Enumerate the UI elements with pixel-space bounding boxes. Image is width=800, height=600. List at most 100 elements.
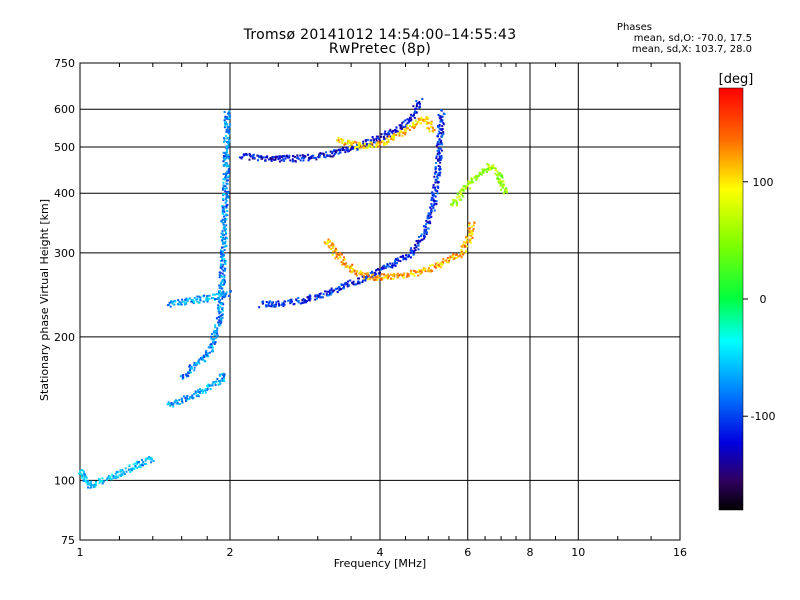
echo-point [89, 486, 92, 489]
echo-point [148, 456, 151, 459]
echo-point [262, 156, 265, 159]
echo-point [432, 207, 435, 210]
echo-point [458, 195, 461, 198]
echo-point [203, 294, 206, 297]
echo-point [439, 263, 442, 266]
echo-point [289, 159, 292, 162]
echo-point [316, 297, 318, 300]
echo-point [419, 240, 422, 243]
echo-point [283, 159, 286, 162]
echo-point [246, 153, 249, 156]
echo-point [358, 271, 361, 274]
echo-point [207, 346, 210, 349]
echo-point [211, 338, 214, 341]
echo-point [354, 147, 356, 150]
echo-point [220, 253, 223, 256]
echo-point [431, 196, 434, 199]
echo-point [194, 390, 197, 393]
echo-point [225, 172, 227, 175]
echo-point [307, 299, 310, 302]
echo-point [196, 394, 199, 396]
echo-point [367, 143, 370, 146]
echo-point [432, 186, 435, 189]
echo-point [224, 213, 227, 216]
echo-point [261, 300, 264, 303]
echo-point [200, 358, 203, 361]
echo-point [336, 253, 339, 256]
echo-point [217, 297, 219, 300]
echo-point [199, 387, 202, 390]
echo-point [189, 367, 192, 370]
echo-point [268, 301, 271, 304]
echo-point [462, 189, 465, 192]
echo-point [265, 305, 268, 308]
echo-point [419, 270, 422, 273]
echo-point [416, 102, 419, 105]
echo-point [214, 341, 217, 344]
echo-point [319, 152, 322, 155]
echo-point [467, 183, 469, 185]
echo-point [226, 210, 229, 212]
echo-point [456, 204, 458, 207]
echo-point [425, 117, 428, 120]
echo-point [383, 276, 386, 279]
echo-point [430, 199, 433, 201]
echo-point [83, 471, 85, 474]
echo-point [418, 102, 421, 105]
echo-point [410, 272, 413, 275]
echo-point [410, 256, 412, 259]
echo-point [430, 120, 433, 123]
echo-point [223, 380, 226, 382]
echo-point [223, 373, 226, 376]
echo-point [332, 250, 335, 253]
chart-title: Tromsø 20141012 14:54:00–14:55:43 [243, 27, 517, 43]
echo-point [475, 175, 478, 178]
colorbar-ticks: 100 0 -100 [743, 176, 775, 423]
echo-point [392, 129, 394, 132]
echo-point [224, 155, 227, 158]
echo-point [427, 122, 430, 125]
echo-point [473, 176, 476, 179]
echo-point [223, 215, 225, 218]
echo-point [224, 294, 227, 297]
echo-point [327, 238, 330, 241]
trace [167, 290, 232, 308]
echo-point [303, 154, 306, 157]
echo-point [462, 190, 465, 193]
echo-point [397, 272, 400, 275]
echo-point [270, 159, 273, 162]
echo-point [468, 223, 471, 226]
echo-point [415, 246, 418, 249]
echo-point [228, 131, 231, 134]
echo-point [226, 137, 229, 140]
echo-point [500, 173, 503, 176]
echo-point [333, 149, 336, 152]
echo-point [222, 313, 224, 316]
echo-point [185, 399, 187, 402]
echo-point [387, 138, 390, 141]
echo-point [186, 397, 189, 400]
echo-point [228, 130, 231, 132]
echo-point [392, 139, 395, 141]
echo-point [377, 268, 380, 271]
echo-point [114, 472, 117, 475]
echo-point [284, 300, 287, 303]
echo-point [328, 290, 331, 293]
echo-point [329, 293, 332, 296]
echo-point [349, 148, 352, 151]
echo-point [92, 486, 95, 489]
echo-point [409, 119, 412, 122]
echo-point [98, 480, 101, 483]
echo-point [454, 199, 457, 202]
echo-point [206, 300, 209, 303]
echo-point [208, 351, 211, 354]
echo-point [223, 111, 226, 113]
echo-point [219, 311, 222, 314]
echo-point [188, 297, 191, 300]
echo-point [333, 150, 336, 153]
echo-point [380, 277, 382, 280]
echo-point [315, 158, 318, 161]
echo-point [376, 276, 379, 279]
echo-point [188, 365, 191, 368]
echo-point [204, 391, 207, 394]
